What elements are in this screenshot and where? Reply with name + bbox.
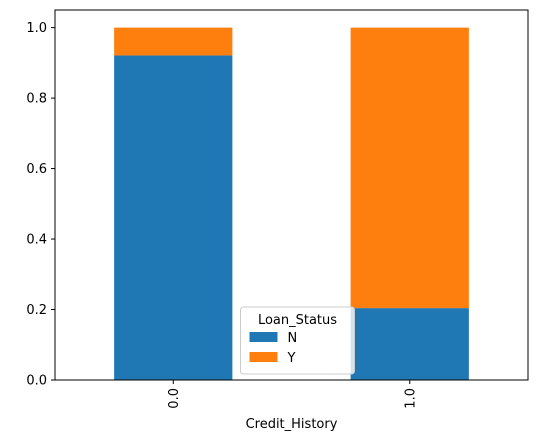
- bar-n-1-0: [350, 308, 469, 380]
- y-tick-label: 0.0: [26, 374, 47, 389]
- bar-n-0-0: [114, 55, 233, 380]
- x-axis-label: Credit_History: [246, 417, 338, 432]
- y-tick-label: 0.4: [26, 233, 47, 248]
- legend-swatch-y: [249, 352, 278, 362]
- x-tick-label: 0.0: [167, 388, 182, 409]
- bar-y-0-0: [114, 27, 233, 56]
- plot-frame: [54, 9, 529, 381]
- legend-items: NY: [249, 331, 298, 366]
- x-tick-label: 1.0: [403, 388, 418, 409]
- legend-label-n: N: [288, 331, 298, 346]
- y-tick-label: 0.8: [26, 92, 47, 107]
- legend: Loan_Status NY: [240, 306, 355, 375]
- y-tick-label: 0.2: [26, 303, 47, 318]
- y-tick-label: 1.0: [26, 21, 47, 36]
- y-axis-ticks: 0.0 0.2 0.4 0.6 0.8 1.0: [26, 21, 55, 389]
- y-tick-label: 0.6: [26, 162, 47, 177]
- bar-y-1-0: [350, 27, 469, 309]
- legend-swatch-n: [249, 332, 278, 342]
- legend-title: Loan_Status: [258, 313, 337, 328]
- x-axis-ticks: 0.0 1.0: [167, 380, 418, 409]
- bars-group: [114, 27, 469, 380]
- legend-label-y: Y: [287, 351, 296, 366]
